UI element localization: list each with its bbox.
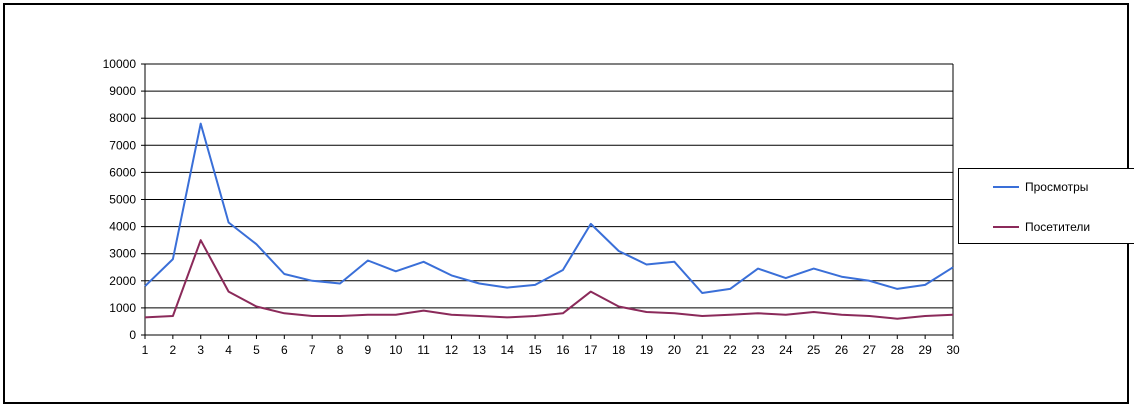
x-tick-label: 4 (225, 343, 232, 357)
x-tick-label: 27 (863, 343, 877, 357)
x-tick-label: 12 (445, 343, 459, 357)
x-tick-label: 9 (365, 343, 372, 357)
y-tick-label: 1000 (109, 301, 136, 315)
x-tick-label: 3 (197, 343, 204, 357)
x-tick-label: 28 (891, 343, 905, 357)
legend: Просмотры Посетители (958, 168, 1134, 244)
x-tick-label: 7 (309, 343, 316, 357)
y-tick-label: 7000 (109, 138, 136, 152)
x-tick-label: 15 (528, 343, 542, 357)
x-tick-label: 30 (946, 343, 960, 357)
x-tick-label: 25 (807, 343, 821, 357)
x-tick-label: 23 (751, 343, 765, 357)
y-tick-label: 0 (129, 328, 136, 342)
x-tick-label: 8 (337, 343, 344, 357)
series-line-views (144, 122, 954, 294)
series-line-visitors (144, 239, 954, 320)
x-tick-label: 18 (612, 343, 626, 357)
legend-label-visitors: Посетители (1025, 220, 1091, 234)
x-tick-label: 20 (668, 343, 682, 357)
y-tick-label: 8000 (109, 111, 136, 125)
legend-swatch-visitors (993, 226, 1019, 228)
x-tick-label: 29 (918, 343, 932, 357)
x-tick-label: 1 (142, 343, 149, 357)
x-tick-label: 16 (556, 343, 570, 357)
gridlines (145, 63, 953, 309)
y-tick-label: 2000 (109, 274, 136, 288)
y-tick-label: 3000 (109, 247, 136, 261)
y-tick-label: 4000 (109, 220, 136, 234)
series-lines (144, 122, 954, 320)
x-tick-labels: 1 2 3 4 5 6 7 8 9 10 11 12 13 14 15 16 17 18 19 20 21 22 23 24 2… (142, 343, 960, 357)
axes (141, 63, 954, 339)
legend-label-views: Просмотры (1025, 180, 1089, 194)
x-tick-label: 19 (640, 343, 654, 357)
x-tick-label: 6 (281, 343, 288, 357)
x-tick-label: 24 (779, 343, 793, 357)
x-tick-label: 14 (501, 343, 515, 357)
y-tick-label: 6000 (109, 165, 136, 179)
legend-item-visitors: Посетители (959, 219, 1090, 235)
x-tick-label: 21 (696, 343, 710, 357)
y-tick-label: 5000 (109, 193, 136, 207)
x-tick-label: 17 (584, 343, 598, 357)
x-tick-label: 5 (253, 343, 260, 357)
y-tick-label: 10000 (103, 57, 137, 71)
y-tick-labels: 0 1000 2000 3000 4000 5000 6000 7000 8000 9000 100… (103, 57, 137, 342)
x-tick-label: 26 (835, 343, 849, 357)
legend-swatch-views (993, 186, 1019, 188)
y-tick-label: 9000 (109, 84, 136, 98)
legend-item-views: Просмотры (959, 179, 1088, 195)
x-tick-label: 11 (417, 343, 430, 357)
chart-frame (3, 3, 1129, 404)
x-tick-label: 13 (473, 343, 487, 357)
x-tick-label: 22 (723, 343, 737, 357)
x-tick-label: 10 (389, 343, 403, 357)
x-tick-label: 2 (170, 343, 177, 357)
